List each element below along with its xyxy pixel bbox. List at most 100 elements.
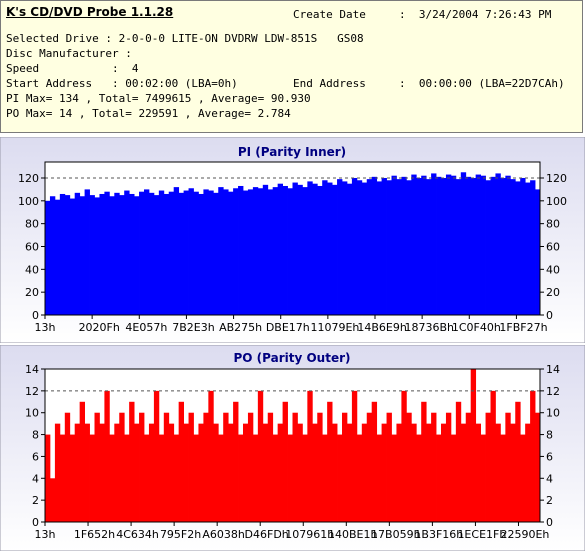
pi-bar <box>262 184 269 315</box>
info-panel: K's CD/DVD Probe 1.1.28 Create Date : 3/… <box>0 0 583 133</box>
pi-bar <box>460 172 467 315</box>
pi-bar <box>366 179 373 315</box>
po-bar <box>416 434 422 522</box>
po-bar <box>223 412 229 522</box>
po-ytick-label-right: 10 <box>546 407 560 420</box>
po-bar <box>148 423 155 522</box>
po-bar <box>267 412 274 522</box>
po-chart-title: PO (Parity Outer) <box>233 351 350 365</box>
po-bar <box>178 401 184 522</box>
po-bar <box>396 423 402 522</box>
po-xtick-label: 1F652h <box>74 528 115 541</box>
po-bar <box>317 412 323 522</box>
create-date-label: Create Date <box>293 8 366 21</box>
pi-bar <box>342 181 348 315</box>
po-bar <box>89 434 95 522</box>
pi-bar <box>495 173 501 315</box>
pi-bar <box>520 177 526 315</box>
pi-ytick-label-right: 80 <box>546 218 560 231</box>
pi-bar <box>64 195 71 315</box>
pi-bar <box>168 191 175 315</box>
end-address-label: End Address <box>293 77 366 90</box>
pi-bar <box>416 177 422 315</box>
po-ytick-label-right: 2 <box>546 494 553 507</box>
pi-bar <box>500 177 506 315</box>
po-bar <box>485 412 491 522</box>
po-bar <box>153 390 160 522</box>
po-xtick-label: 1ECE1Fh <box>457 528 506 541</box>
pi-bar <box>302 187 308 315</box>
pi-xtick-label: 2020Fh <box>79 321 120 334</box>
po-bar <box>436 434 442 522</box>
selected-drive-line: Selected Drive : 2-0-0-0 LITE-ON DVDRW L… <box>6 32 364 45</box>
po-bar <box>183 423 189 522</box>
pi-bar <box>401 176 407 315</box>
pi-bar <box>158 190 165 315</box>
pi-bar <box>124 190 130 315</box>
pi-bar <box>233 188 239 315</box>
pi-bar <box>59 193 66 315</box>
po-xtick-label: 1B3F16h <box>414 528 463 541</box>
pi-bar <box>218 187 224 315</box>
pi-bar <box>292 182 298 315</box>
po-ytick-label-left: 2 <box>32 494 39 507</box>
po-bar <box>282 401 288 522</box>
po-bar <box>292 412 298 522</box>
pi-bar <box>163 193 170 315</box>
pi-xtick-label: 7B2E3h <box>172 321 214 334</box>
po-summary-line: PO Max= 14 , Total= 229591 , Average= 2.… <box>6 107 291 120</box>
pi-ytick-label-right: 120 <box>546 172 567 185</box>
po-xtick-label: 140BE1h <box>328 528 377 541</box>
po-bar <box>277 423 283 522</box>
pi-bar <box>361 182 368 315</box>
po-bar <box>168 423 175 522</box>
pi-xtick-label: 14B6E9h <box>357 321 406 334</box>
pi-bar <box>139 191 145 315</box>
po-xtick-label: 13h <box>35 528 56 541</box>
pi-bar <box>79 196 85 315</box>
pi-ytick-label-right: 60 <box>546 240 560 253</box>
pi-bar <box>490 176 496 315</box>
po-bar <box>455 401 462 522</box>
pi-bar <box>247 189 254 315</box>
pi-bar <box>406 180 412 315</box>
po-bar <box>173 434 180 522</box>
po-bar <box>421 401 427 522</box>
po-bar <box>243 423 249 522</box>
po-bar <box>238 434 244 522</box>
po-ytick-label-left: 6 <box>32 450 39 463</box>
pi-bar <box>193 191 199 315</box>
po-bar <box>431 412 437 522</box>
po-bar <box>74 423 81 522</box>
pi-bar <box>332 184 338 315</box>
po-bar <box>119 412 125 522</box>
pi-bar <box>272 187 279 315</box>
pi-bar <box>99 193 105 315</box>
pi-bar <box>475 174 481 315</box>
po-bar <box>351 390 358 522</box>
pi-chart-panel: PI (Parity Inner) 0 0 20 20 40 40 60 60 80 80 100 1… <box>0 136 585 344</box>
pi-bar <box>198 193 204 315</box>
po-xtick-label: 22590Eh <box>500 528 549 541</box>
po-xtick-label: 795F2h <box>160 528 201 541</box>
start-address-line: Start Address : 00:02:00 (LBA=0h) <box>6 77 238 90</box>
po-bar <box>371 401 378 522</box>
pi-xtick-label: 13h <box>35 321 56 334</box>
pi-xtick-label: DBE17h <box>266 321 310 334</box>
po-ytick-label-right: 14 <box>546 363 560 376</box>
pi-summary-line: PI Max= 134 , Total= 7499615 , Average= … <box>6 92 311 105</box>
po-bar <box>406 412 412 522</box>
po-bar <box>361 423 368 522</box>
po-bar <box>262 423 269 522</box>
pi-bar <box>312 183 318 315</box>
pi-xtick-label: 4E057h <box>125 321 167 334</box>
pi-bar <box>371 176 378 315</box>
po-ytick-label-left: 12 <box>25 385 39 398</box>
po-ytick-label-left: 10 <box>25 407 39 420</box>
pi-bar <box>84 189 90 315</box>
po-bar <box>342 412 348 522</box>
po-bar <box>495 423 501 522</box>
po-ytick-label-right: 12 <box>546 385 560 398</box>
create-date-value: : 3/24/2004 7:26:43 PM <box>399 8 552 21</box>
pi-xtick-label: 1C0F40h <box>452 321 501 334</box>
